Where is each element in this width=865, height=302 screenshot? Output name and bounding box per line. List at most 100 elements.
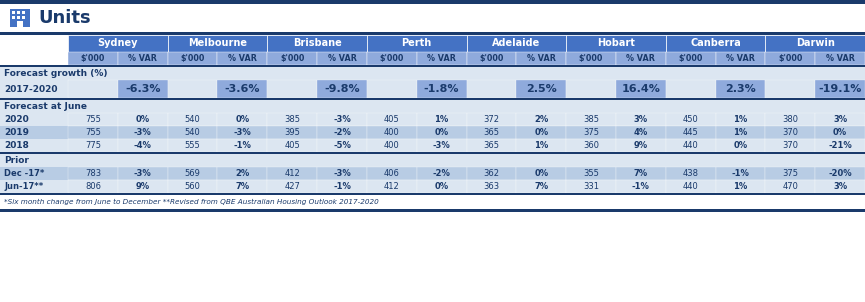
Bar bbox=[68, 35, 168, 52]
Text: -6.3%: -6.3% bbox=[125, 84, 161, 94]
Text: Forecast growth (%): Forecast growth (%) bbox=[4, 69, 107, 78]
Bar bbox=[17, 11, 20, 14]
Text: 440: 440 bbox=[682, 141, 699, 150]
Text: Brisbane: Brisbane bbox=[292, 38, 342, 49]
Bar bbox=[0, 65, 865, 67]
Bar bbox=[666, 167, 715, 180]
Text: $'000: $'000 bbox=[678, 54, 703, 63]
Text: 385: 385 bbox=[285, 115, 300, 124]
Bar bbox=[715, 139, 766, 152]
Bar bbox=[566, 52, 616, 65]
Text: 1%: 1% bbox=[734, 115, 747, 124]
Text: 0%: 0% bbox=[434, 182, 449, 191]
Bar bbox=[168, 180, 217, 193]
Bar bbox=[367, 180, 417, 193]
Bar bbox=[616, 80, 666, 98]
Bar bbox=[267, 113, 317, 126]
Bar bbox=[118, 167, 168, 180]
Text: 365: 365 bbox=[484, 141, 499, 150]
Bar bbox=[715, 52, 766, 65]
Bar bbox=[0, 80, 68, 98]
Text: Adelaide: Adelaide bbox=[492, 38, 541, 49]
Bar bbox=[217, 80, 267, 98]
Text: 0%: 0% bbox=[734, 141, 747, 150]
Text: 7%: 7% bbox=[634, 169, 648, 178]
Text: 385: 385 bbox=[583, 115, 599, 124]
Text: 438: 438 bbox=[682, 169, 699, 178]
Text: Hobart: Hobart bbox=[597, 38, 635, 49]
Bar bbox=[267, 139, 317, 152]
Bar bbox=[815, 139, 865, 152]
Text: -1.8%: -1.8% bbox=[424, 84, 459, 94]
Text: -20%: -20% bbox=[829, 169, 852, 178]
Bar bbox=[0, 139, 68, 152]
Text: Forecast at June: Forecast at June bbox=[4, 102, 87, 111]
Text: % VAR: % VAR bbox=[527, 54, 555, 63]
Text: -3%: -3% bbox=[333, 115, 351, 124]
Bar bbox=[466, 180, 516, 193]
Text: 0%: 0% bbox=[434, 128, 449, 137]
Bar bbox=[367, 113, 417, 126]
Text: Prior: Prior bbox=[4, 156, 29, 165]
Bar bbox=[616, 180, 666, 193]
Bar bbox=[715, 167, 766, 180]
Text: 427: 427 bbox=[285, 182, 300, 191]
Text: 405: 405 bbox=[384, 115, 400, 124]
Bar bbox=[267, 180, 317, 193]
Bar bbox=[68, 126, 118, 139]
Text: 370: 370 bbox=[782, 141, 798, 150]
Text: 2.3%: 2.3% bbox=[725, 84, 756, 94]
Text: -21%: -21% bbox=[828, 141, 852, 150]
Bar bbox=[0, 0, 865, 4]
Bar bbox=[168, 35, 267, 52]
Bar bbox=[616, 113, 666, 126]
Bar bbox=[367, 126, 417, 139]
Bar bbox=[766, 180, 815, 193]
Bar bbox=[566, 126, 616, 139]
Bar bbox=[217, 139, 267, 152]
Bar bbox=[766, 113, 815, 126]
Text: Canberra: Canberra bbox=[690, 38, 741, 49]
Text: -2%: -2% bbox=[432, 169, 451, 178]
Text: 0%: 0% bbox=[235, 115, 249, 124]
Text: Dec -17*: Dec -17* bbox=[4, 169, 44, 178]
Bar bbox=[815, 126, 865, 139]
Bar bbox=[666, 126, 715, 139]
Bar bbox=[466, 126, 516, 139]
Bar bbox=[666, 80, 715, 98]
Bar bbox=[168, 52, 217, 65]
Bar bbox=[715, 180, 766, 193]
Text: $'000: $'000 bbox=[479, 54, 503, 63]
Text: 331: 331 bbox=[583, 182, 599, 191]
Text: Darwin: Darwin bbox=[796, 38, 835, 49]
Bar bbox=[417, 113, 466, 126]
Text: 2.5%: 2.5% bbox=[526, 84, 556, 94]
Bar bbox=[0, 4, 865, 32]
Bar bbox=[516, 126, 566, 139]
Text: 406: 406 bbox=[384, 169, 400, 178]
Text: 4%: 4% bbox=[634, 128, 648, 137]
Bar bbox=[0, 126, 68, 139]
Bar bbox=[267, 52, 317, 65]
Text: 3%: 3% bbox=[833, 182, 847, 191]
Text: -3%: -3% bbox=[134, 169, 151, 178]
Bar bbox=[317, 180, 367, 193]
Bar bbox=[616, 139, 666, 152]
Text: 360: 360 bbox=[583, 141, 599, 150]
Bar bbox=[0, 152, 865, 154]
Text: 560: 560 bbox=[184, 182, 201, 191]
Text: 755: 755 bbox=[85, 128, 101, 137]
Text: $'000: $'000 bbox=[180, 54, 205, 63]
Bar bbox=[17, 16, 20, 19]
Bar bbox=[168, 80, 217, 98]
Bar bbox=[118, 139, 168, 152]
Bar bbox=[367, 139, 417, 152]
Bar bbox=[68, 167, 118, 180]
Text: -1%: -1% bbox=[632, 182, 650, 191]
Text: 7%: 7% bbox=[535, 182, 548, 191]
Text: 365: 365 bbox=[484, 128, 499, 137]
Bar bbox=[0, 67, 865, 80]
Bar bbox=[466, 35, 566, 52]
Bar bbox=[0, 193, 865, 195]
Bar bbox=[267, 35, 367, 52]
